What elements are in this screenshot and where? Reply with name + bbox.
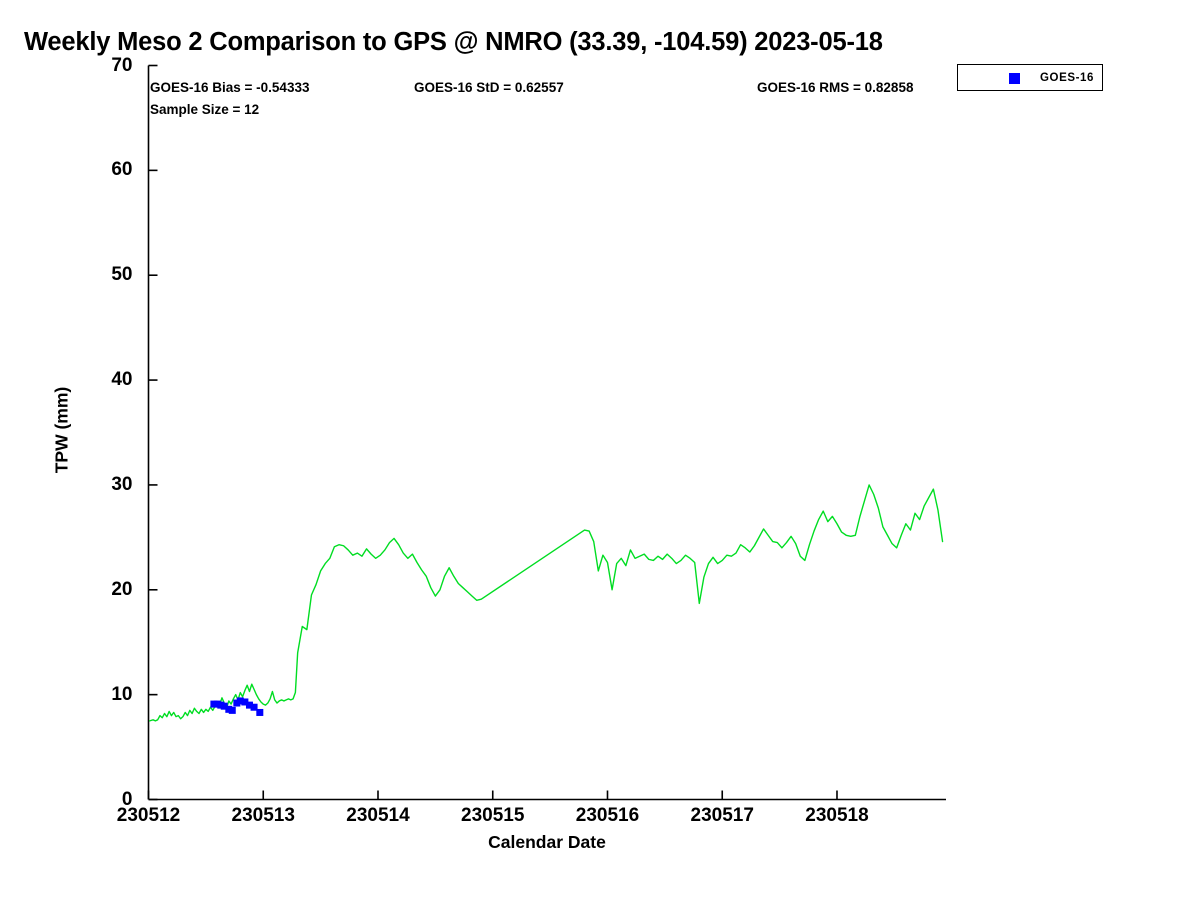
legend-swatch-icon bbox=[1009, 73, 1020, 84]
x-tick-label-230512: 230512 bbox=[116, 805, 181, 826]
goes16-marker bbox=[250, 703, 258, 711]
stat-std: GOES-16 StD = 0.62557 bbox=[414, 80, 564, 95]
axis-lines bbox=[147, 65, 946, 801]
goes16-marker bbox=[228, 706, 236, 714]
x-tick-label-230516: 230516 bbox=[575, 805, 640, 826]
y-tick-label-30: 30 bbox=[111, 473, 133, 495]
gps-line-path bbox=[148, 484, 944, 722]
stat-rms: GOES-16 RMS = 0.82858 bbox=[757, 80, 914, 95]
x-tick-label-230518: 230518 bbox=[805, 805, 869, 826]
x-tick-label-230515: 230515 bbox=[461, 805, 525, 826]
legend-label: GOES-16 bbox=[1040, 72, 1095, 84]
goes16-marker bbox=[236, 697, 244, 705]
y-tick-label-50: 50 bbox=[111, 264, 133, 286]
x-axis-label: Calendar Date bbox=[488, 832, 606, 852]
page-title: Weekly Meso 2 Comparison to GPS @ NMRO (… bbox=[24, 28, 883, 56]
x-axis-ticks bbox=[147, 790, 838, 800]
legend-entry-goes16: GOES-16 bbox=[958, 65, 1102, 90]
series-goes16-markers bbox=[210, 697, 264, 716]
y-tick-label-40: 40 bbox=[111, 369, 133, 391]
stat-sample-size: Sample Size = 12 bbox=[150, 102, 260, 117]
goes16-marker bbox=[241, 698, 249, 706]
y-tick-label-20: 20 bbox=[111, 578, 133, 600]
x-tick-label-230514: 230514 bbox=[346, 805, 410, 826]
legend: GOES-16 bbox=[957, 64, 1103, 91]
y-axis-ticks bbox=[148, 64, 158, 801]
y-tick-label-70: 70 bbox=[111, 54, 133, 76]
goes16-marker bbox=[220, 702, 228, 710]
y-tick-label-60: 60 bbox=[111, 159, 133, 181]
x-tick-label-230517: 230517 bbox=[690, 805, 754, 826]
stat-bias: GOES-16 Bias = -0.54333 bbox=[150, 80, 310, 95]
goes16-marker bbox=[256, 708, 264, 716]
series-gps-line bbox=[148, 484, 944, 722]
goes16-marker bbox=[245, 701, 253, 709]
y-tick-label-10: 10 bbox=[111, 683, 133, 705]
x-tick-label-230513: 230513 bbox=[231, 805, 295, 826]
y-tick-label-0: 0 bbox=[121, 788, 133, 810]
